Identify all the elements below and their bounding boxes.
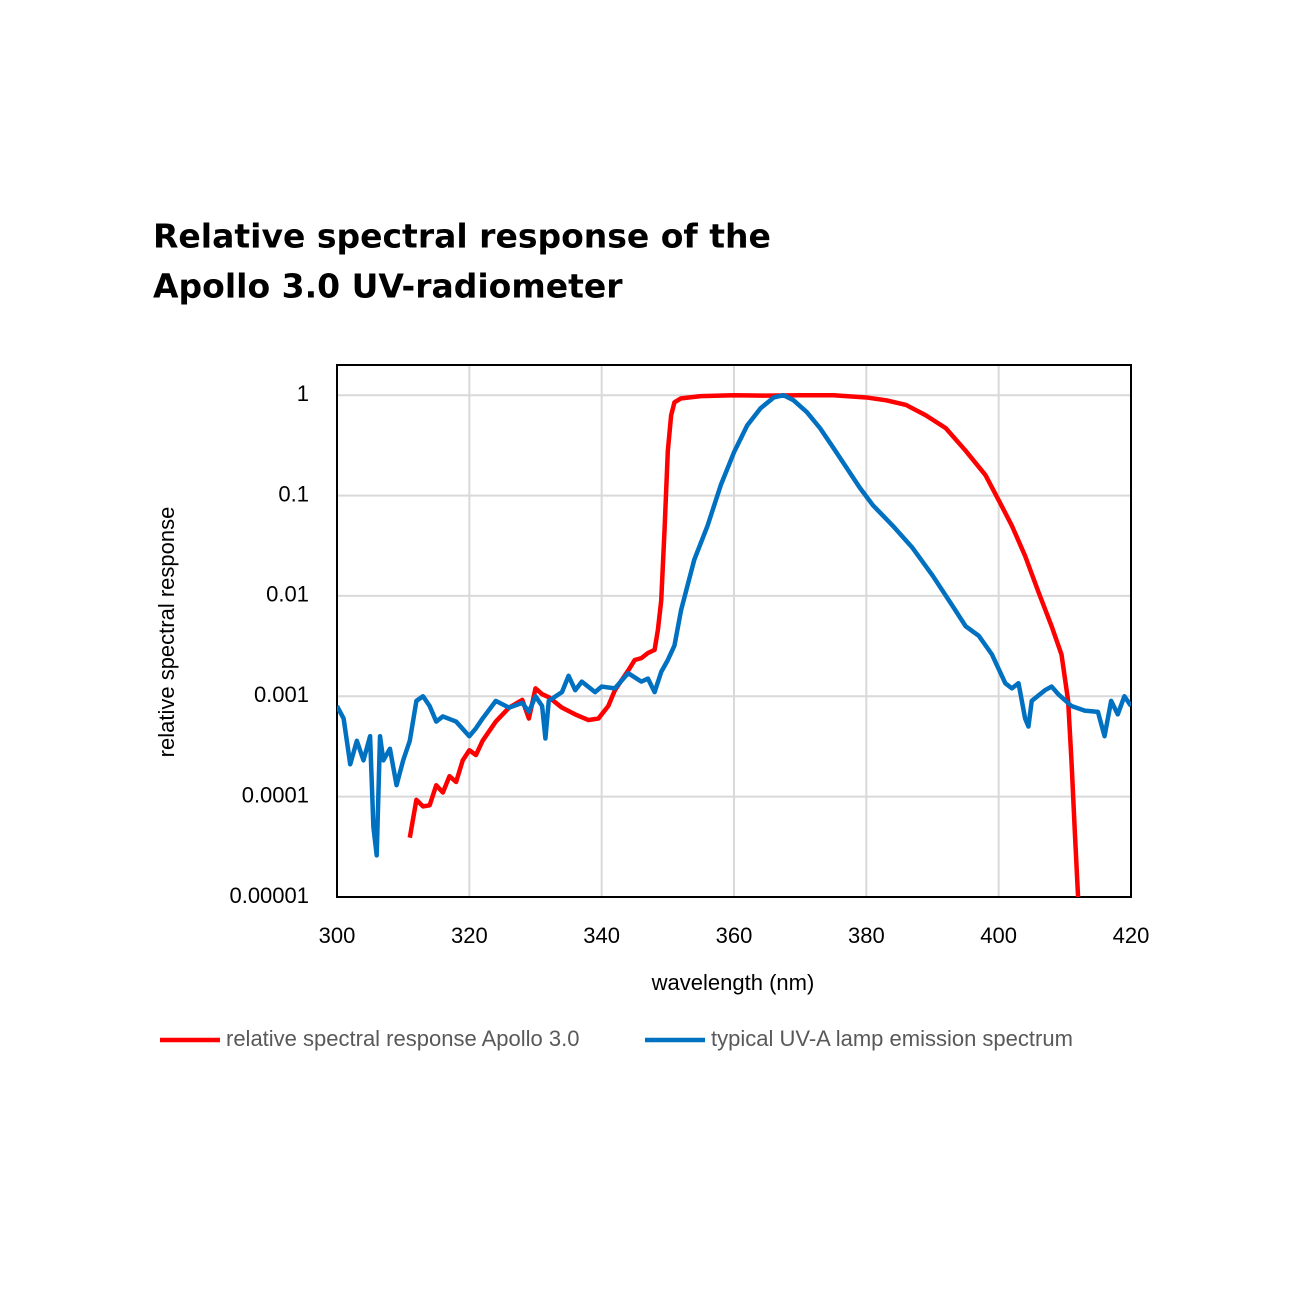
x-tick-label: 340 xyxy=(583,923,620,948)
y-tick-label: 0.0001 xyxy=(242,782,309,807)
x-tick-label: 400 xyxy=(980,923,1017,948)
plot-frame xyxy=(336,364,1132,898)
y-tick-label: 0.00001 xyxy=(229,883,309,908)
chart-title: Relative spectral response of the xyxy=(153,217,771,256)
y-tick-label: 0.01 xyxy=(266,582,309,607)
x-tick-label: 420 xyxy=(1113,923,1150,948)
y-tick-label: 1 xyxy=(297,381,309,406)
x-tick-label: 380 xyxy=(848,923,885,948)
x-tick-label: 320 xyxy=(451,923,488,948)
y-tick-label: 0.001 xyxy=(254,682,309,707)
chart-title: Apollo 3.0 UV-radiometer xyxy=(153,267,623,306)
x-axis-label: wavelength (nm) xyxy=(651,970,815,995)
legend-label: typical UV-A lamp emission spectrum xyxy=(711,1026,1073,1051)
y-axis-label: relative spectral response xyxy=(154,507,179,758)
series-line xyxy=(337,392,1131,858)
x-tick-label: 300 xyxy=(319,923,356,948)
legend-label: relative spectral response Apollo 3.0 xyxy=(226,1026,579,1051)
x-tick-label: 360 xyxy=(716,923,753,948)
y-tick-label: 0.1 xyxy=(278,481,309,506)
series-line xyxy=(407,392,1081,897)
